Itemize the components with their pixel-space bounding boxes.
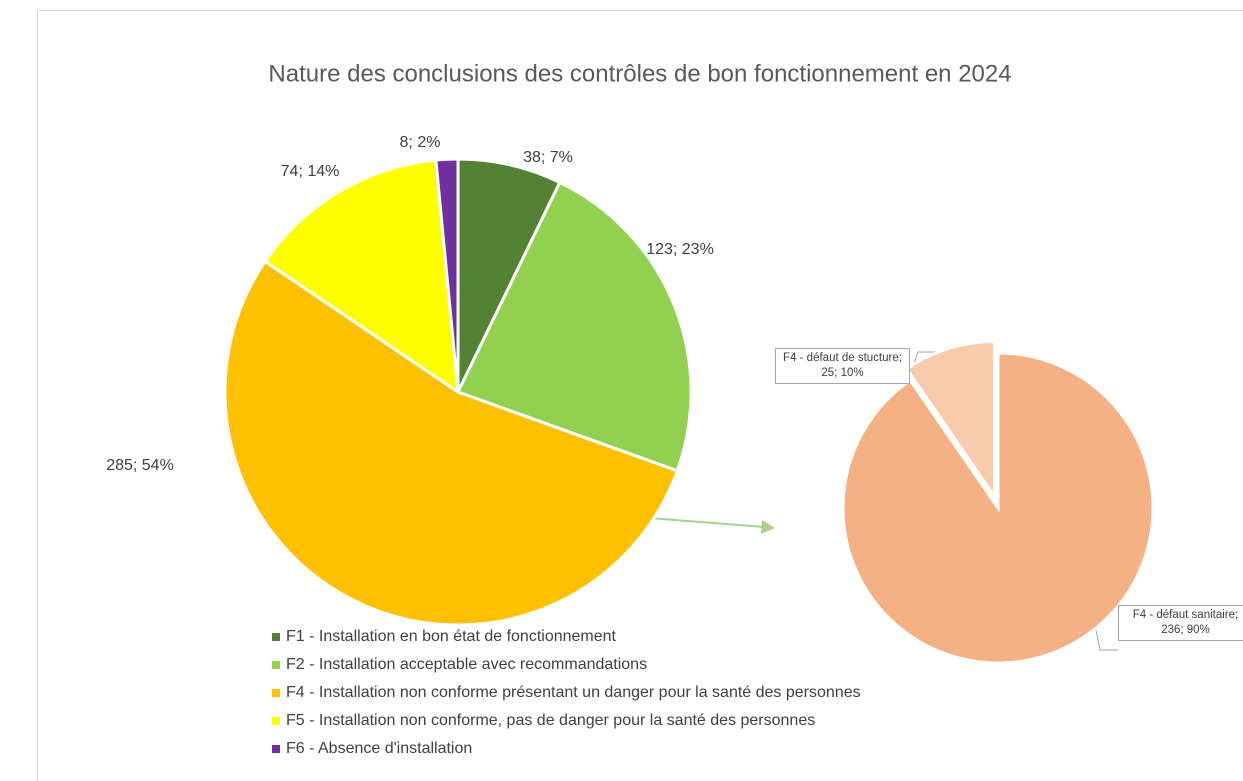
- data-label: 74; 14%: [281, 163, 340, 180]
- pie-slice: [455, 180, 693, 473]
- data-label: 285; 54%: [106, 457, 174, 474]
- legend-label: F1 - Installation en bon état de fonctio…: [286, 628, 617, 645]
- chart-frame: [37, 10, 1243, 781]
- connector-arrow: [761, 520, 775, 534]
- data-label: 8; 2%: [400, 134, 441, 151]
- chart-title: Nature des conclusions des contrôles de …: [268, 60, 1011, 87]
- data-label: 38; 7%: [523, 149, 573, 166]
- legend-swatch: [272, 745, 280, 753]
- legend-label: F4 - Installation non conforme présentan…: [286, 684, 861, 701]
- legend-swatch: [272, 633, 280, 641]
- legend-label: F5 - Installation non conforme, pas de d…: [286, 712, 815, 729]
- legend-label: F6 - Absence d'installation: [286, 740, 472, 757]
- data-label: 123; 23%: [646, 241, 714, 258]
- pie-slice: [434, 157, 460, 393]
- pie-slice: [223, 259, 680, 627]
- data-label: F4 - défaut sanitaire; 236; 90%: [1118, 605, 1243, 641]
- pie-slice: [262, 158, 460, 396]
- connector: [635, 516, 766, 528]
- legend-swatch: [272, 717, 280, 725]
- legend-swatch: [272, 689, 280, 697]
- pie-slice: [841, 351, 1155, 665]
- data-label: F4 - défaut de stucture; 25; 10%: [775, 348, 910, 384]
- legend-swatch: [272, 661, 280, 669]
- pie-slice: [456, 157, 562, 393]
- legend-label: F2 - Installation acceptable avec recomm…: [286, 656, 647, 673]
